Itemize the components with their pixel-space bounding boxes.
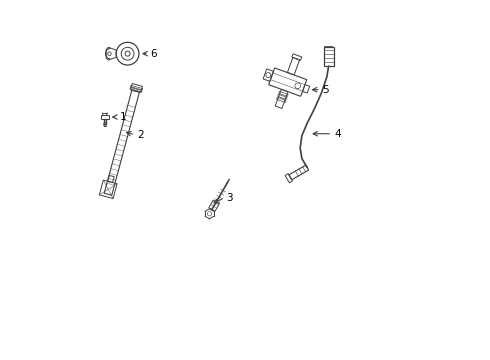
Text: 6: 6	[151, 49, 157, 59]
Text: 4: 4	[334, 129, 341, 139]
Text: 1: 1	[120, 112, 126, 122]
Text: 3: 3	[226, 193, 233, 203]
Text: 5: 5	[322, 85, 329, 95]
Text: 2: 2	[137, 130, 144, 140]
